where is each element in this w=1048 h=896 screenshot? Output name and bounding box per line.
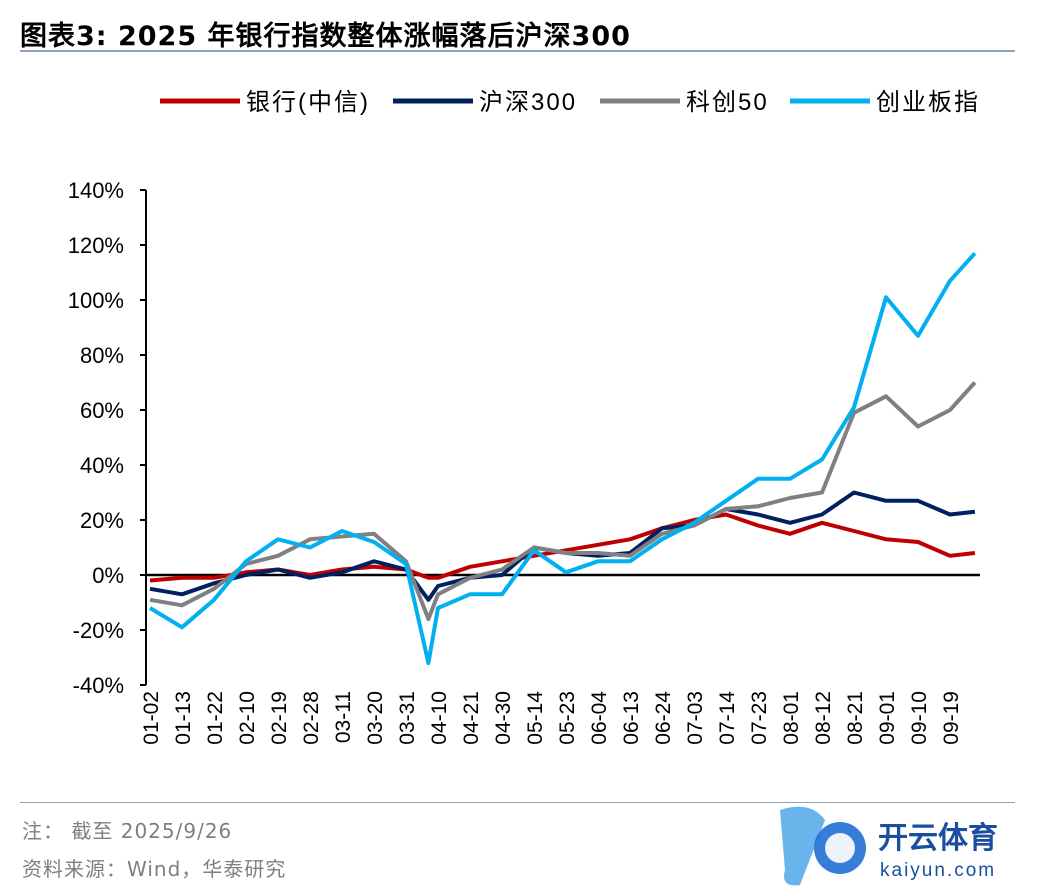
y-tick-label: 80% xyxy=(80,343,124,368)
x-tick-label: 05-14 xyxy=(524,691,547,745)
x-tick-label: 06-24 xyxy=(652,691,675,745)
x-tick-label: 07-03 xyxy=(684,691,707,745)
x-tick-label: 09-10 xyxy=(908,691,931,745)
x-tick-label: 08-12 xyxy=(812,691,835,745)
x-tick-label: 07-14 xyxy=(716,691,739,745)
x-tick-label: 03-31 xyxy=(396,691,419,745)
x-tick-label: 08-01 xyxy=(780,691,803,745)
x-tick-label: 04-10 xyxy=(428,691,451,745)
note-source: 资料来源：Wind，华泰研究 xyxy=(22,857,287,881)
x-tick-label: 02-10 xyxy=(236,691,259,745)
y-tick-label: 0% xyxy=(92,563,124,588)
figure-title: 图表3: 2025 年银行指数整体涨幅落后沪深300 xyxy=(20,21,631,52)
y-tick-label: 60% xyxy=(80,398,124,423)
y-tick-label: 40% xyxy=(80,453,124,478)
axes: -40% -20% 0% 20% 40% 60% 80% 100% 120% 140% 01-02 0… xyxy=(68,178,980,745)
x-tick-label: 04-30 xyxy=(492,691,515,745)
y-tick-label: 100% xyxy=(68,288,124,313)
x-tick-label: 07-23 xyxy=(748,691,771,745)
x-tick-label: 06-13 xyxy=(620,691,643,745)
y-tick-label: 20% xyxy=(80,508,124,533)
series-lines xyxy=(148,251,977,665)
y-tick-label: -40% xyxy=(73,673,124,698)
x-tick-label: 02-28 xyxy=(300,691,323,745)
x-tick-label: 03-20 xyxy=(364,691,387,745)
legend: 银行(中信) 沪深300 科创50 创业板指 xyxy=(160,89,980,116)
x-tick-label: 01-13 xyxy=(172,691,195,745)
legend-label: 沪深300 xyxy=(479,89,577,116)
x-tick-label: 05-23 xyxy=(556,691,579,745)
x-tick-label: 04-21 xyxy=(460,691,483,745)
title-divider xyxy=(20,50,1015,52)
y-tick-label: -20% xyxy=(73,618,124,643)
series-line-3 xyxy=(148,251,977,665)
x-tick-label: 01-02 xyxy=(140,691,163,745)
x-tick-label: 08-21 xyxy=(844,691,867,745)
x-tick-label: 09-19 xyxy=(940,691,963,745)
legend-label: 创业板指 xyxy=(876,89,980,116)
x-tick-label: 03-11 xyxy=(332,691,355,743)
line-chart: 银行(中信) 沪深300 科创50 创业板指 -40% -20% 0% 20% 40% 60% 8… xyxy=(68,89,980,745)
series-line-2 xyxy=(149,381,977,621)
watermark-text: 开云体育 xyxy=(878,821,998,855)
x-tick-label: 09-01 xyxy=(876,691,899,745)
legend-label: 科创50 xyxy=(686,89,769,116)
x-tick-label: 01-22 xyxy=(204,691,227,745)
legend-label: 银行(中信) xyxy=(246,89,370,116)
footer-divider xyxy=(20,802,1015,803)
y-tick-label: 140% xyxy=(68,178,124,203)
x-tick-label: 06-04 xyxy=(588,691,611,745)
series-line-1 xyxy=(149,490,976,602)
kaiyun-watermark-logo: 开云体育 kaiyun.com xyxy=(780,806,998,886)
x-tick-label: 02-19 xyxy=(268,691,291,745)
note-date: 注： 截至 2025/9/26 xyxy=(22,819,233,843)
y-tick-label: 120% xyxy=(68,233,124,258)
watermark-url: kaiyun.com xyxy=(880,860,996,881)
